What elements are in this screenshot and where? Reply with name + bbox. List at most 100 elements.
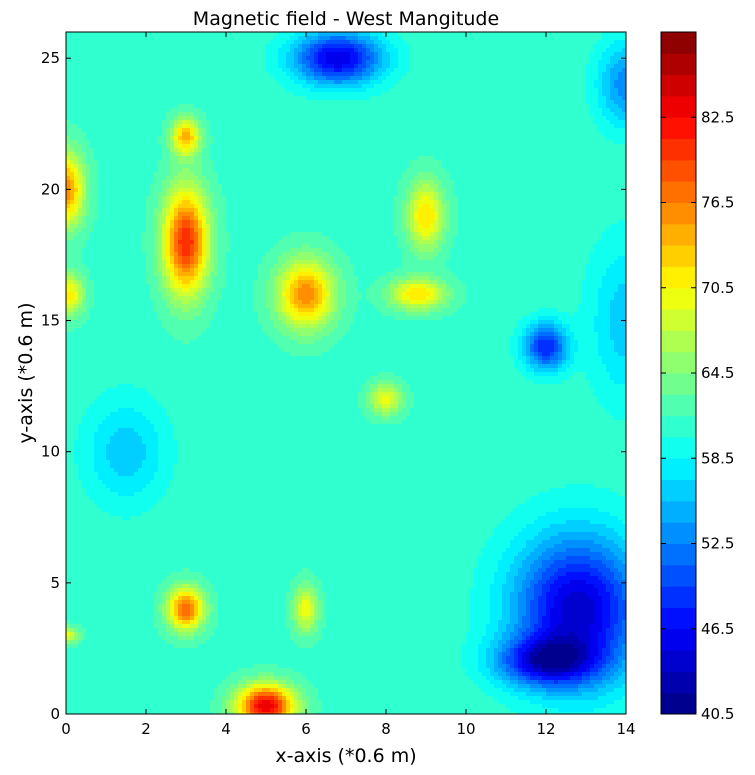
contour-cell [446,136,451,141]
contour-cell [522,124,527,129]
contour-cell [586,68,591,73]
contour-cell [370,80,375,85]
contour-cell [166,132,171,137]
contour-cell [134,116,139,121]
contour-cell [98,144,103,149]
contour-cell [490,92,495,97]
contour-cell [270,124,275,129]
contour-cell [414,44,419,49]
contour-cell [558,92,563,97]
contour-cell [214,116,219,121]
contour-cell [506,48,511,53]
contour-cell [546,156,551,161]
contour-cell [198,84,203,89]
contour-cell [146,92,151,97]
contour-cell [422,56,427,61]
contour-cell [386,96,391,101]
contour-cell [426,48,431,53]
contour-cell [338,144,343,149]
contour-cell [390,116,395,121]
contour-cell [74,36,79,41]
contour-cell [602,128,607,133]
contour-cell [286,48,291,53]
contour-cell [82,136,87,141]
contour-cell [390,92,395,97]
contour-cell [418,104,423,109]
contour-cell [134,60,139,65]
contour-cell [586,140,591,145]
contour-cell [86,164,91,169]
contour-cell [322,124,327,129]
contour-cell [122,152,127,157]
contour-cell [166,164,171,169]
contour-cell [182,48,187,53]
contour-cell [522,100,527,105]
contour-cell [146,120,151,125]
contour-cell [622,152,626,157]
contour-cell [290,60,295,65]
contour-cell [358,104,363,109]
contour-cell [98,68,103,73]
contour-cell [158,152,163,157]
contour-cell [266,160,271,165]
contour-cell [494,60,499,65]
contour-cell [306,100,311,105]
contour-cell [182,40,187,45]
contour-cell [490,48,495,53]
contour-cell [362,160,367,165]
contour-cell [558,132,563,137]
contour-cell [298,108,303,113]
contour-cell [530,84,535,89]
contour-cell [466,164,471,169]
contour-cell [530,120,535,125]
contour-cell [422,112,427,117]
contour-cell [138,36,143,41]
contour-cell [510,76,515,81]
contour-cell [222,60,227,65]
contour-cell [442,128,447,133]
contour-cell [270,100,275,105]
contour-cell [202,88,207,93]
contour-cell [366,92,371,97]
contour-cell [534,124,539,129]
contour-cell [498,148,503,153]
contour-cell [358,144,363,149]
contour-cell [514,112,519,117]
contour-cell [526,32,531,37]
contour-cell [322,76,327,81]
contour-cell [542,48,547,53]
contour-cell [102,164,107,169]
contour-cell [366,160,371,165]
contour-cell [378,64,383,69]
contour-cell [606,124,611,129]
contour-cell [522,92,527,97]
contour-cell [134,56,139,61]
contour-cell [202,136,207,141]
contour-cell [182,144,187,149]
contour-cell [594,140,599,145]
contour-cell [98,132,103,137]
contour-cell [518,112,523,117]
contour-cell [354,56,359,61]
contour-cell [570,148,575,153]
contour-cell [386,32,391,37]
contour-cell [414,92,419,97]
contour-cell [262,96,267,101]
contour-cell [190,132,195,137]
contour-cell [70,116,75,121]
contour-cell [522,120,527,125]
contour-cell [594,96,599,101]
contour-cell [342,92,347,97]
contour-cell [502,68,507,73]
contour-cell [538,72,543,77]
contour-cell [114,164,119,169]
contour-cell [322,52,327,57]
contour-cell [522,56,527,61]
contour-cell [578,36,583,41]
contour-cell [242,128,247,133]
contour-cell [238,92,243,97]
contour-cell [506,128,511,133]
contour-cell [402,60,407,65]
contour-cell [286,128,291,133]
contour-cell [154,80,159,85]
